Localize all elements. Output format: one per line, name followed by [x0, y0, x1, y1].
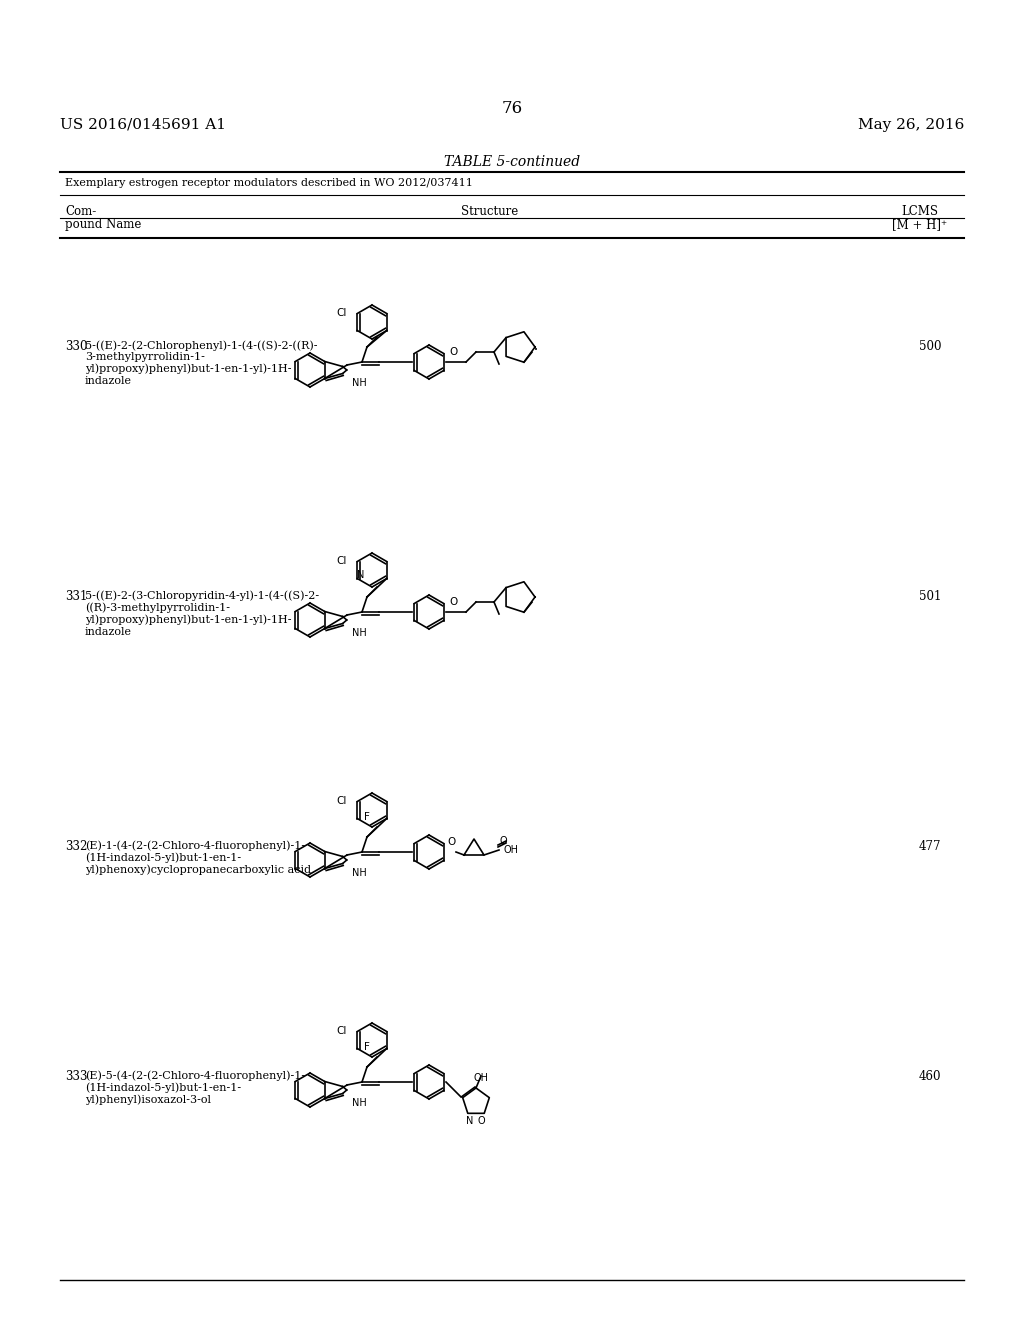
Text: F: F — [365, 1041, 371, 1052]
Text: Structure: Structure — [462, 205, 518, 218]
Text: F: F — [365, 812, 371, 821]
Text: TABLE 5-continued: TABLE 5-continued — [444, 154, 580, 169]
Text: May 26, 2016: May 26, 2016 — [858, 117, 964, 132]
Text: 330: 330 — [65, 341, 87, 352]
Text: 5-((E)-2-(2-Chlorophenyl)-1-(4-((S)-2-((R)-
3-methylpyrrolidin-1-
yl)propoxy)phe: 5-((E)-2-(2-Chlorophenyl)-1-(4-((S)-2-((… — [85, 341, 317, 385]
Text: •: • — [534, 347, 538, 354]
Text: N: N — [356, 570, 364, 581]
Text: NH: NH — [351, 1098, 367, 1107]
Text: OH: OH — [504, 845, 519, 855]
Text: NH: NH — [351, 869, 367, 878]
Text: O: O — [449, 597, 457, 607]
Text: Cl: Cl — [337, 309, 347, 318]
Text: (E)-5-(4-(2-(2-Chloro-4-fluorophenyl)-1-
(1H-indazol-5-yl)but-1-en-1-
yl)phenyl): (E)-5-(4-(2-(2-Chloro-4-fluorophenyl)-1-… — [85, 1071, 305, 1105]
Text: pound Name: pound Name — [65, 218, 141, 231]
Text: LCMS: LCMS — [901, 205, 939, 218]
Text: US 2016/0145691 A1: US 2016/0145691 A1 — [60, 117, 226, 132]
Text: 501: 501 — [919, 590, 941, 603]
Text: Cl: Cl — [337, 1027, 347, 1036]
Text: 331: 331 — [65, 590, 87, 603]
Text: O: O — [446, 837, 455, 847]
Text: O: O — [477, 1117, 485, 1126]
Text: 333: 333 — [65, 1071, 87, 1082]
Text: O: O — [499, 836, 507, 846]
Text: Com-: Com- — [65, 205, 96, 218]
Text: 460: 460 — [919, 1071, 941, 1082]
Text: 500: 500 — [919, 341, 941, 352]
Text: 76: 76 — [502, 100, 522, 117]
Text: Cl: Cl — [337, 557, 347, 566]
Text: Exemplary estrogen receptor modulators described in WO 2012/037411: Exemplary estrogen receptor modulators d… — [65, 178, 473, 187]
Text: O: O — [449, 347, 457, 356]
Text: OH: OH — [473, 1073, 488, 1082]
Text: N: N — [466, 1117, 473, 1126]
Text: (E)-1-(4-(2-(2-Chloro-4-fluorophenyl)-1-
(1H-indazol-5-yl)but-1-en-1-
yl)phenoxy: (E)-1-(4-(2-(2-Chloro-4-fluorophenyl)-1-… — [85, 840, 311, 875]
Text: 477: 477 — [919, 840, 941, 853]
Text: 332: 332 — [65, 840, 87, 853]
Text: NH: NH — [351, 628, 367, 638]
Text: 5-((E)-2-(3-Chloropyridin-4-yl)-1-(4-((S)-2-
((R)-3-methylpyrrolidin-1-
yl)propo: 5-((E)-2-(3-Chloropyridin-4-yl)-1-(4-((S… — [85, 590, 319, 636]
Text: NH: NH — [351, 378, 367, 388]
Text: [M + H]⁺: [M + H]⁺ — [893, 218, 947, 231]
Text: Cl: Cl — [337, 796, 347, 807]
